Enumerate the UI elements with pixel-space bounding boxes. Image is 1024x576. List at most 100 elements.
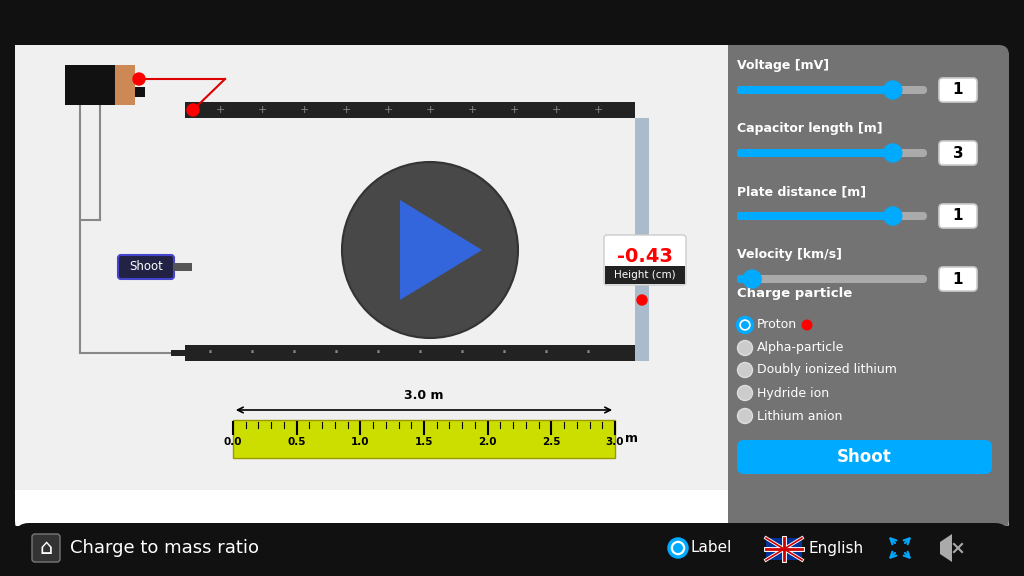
FancyBboxPatch shape xyxy=(15,523,1009,571)
Text: ·: · xyxy=(291,343,298,363)
FancyBboxPatch shape xyxy=(737,275,927,283)
Text: ·: · xyxy=(585,343,592,363)
Circle shape xyxy=(737,317,753,332)
Bar xyxy=(65,65,116,105)
FancyBboxPatch shape xyxy=(939,78,977,102)
Bar xyxy=(171,350,185,356)
Bar xyxy=(605,266,685,284)
Text: Height (cm): Height (cm) xyxy=(614,270,676,280)
Circle shape xyxy=(741,321,749,329)
Text: ·: · xyxy=(501,343,508,363)
Text: ·: · xyxy=(417,343,424,363)
Bar xyxy=(135,87,145,97)
Text: +: + xyxy=(509,105,519,115)
Text: -0.43: -0.43 xyxy=(617,248,673,267)
FancyBboxPatch shape xyxy=(32,534,60,562)
Bar xyxy=(174,263,193,271)
FancyBboxPatch shape xyxy=(15,45,1009,535)
Text: +: + xyxy=(215,105,224,115)
Text: English: English xyxy=(808,540,863,555)
FancyBboxPatch shape xyxy=(737,86,893,94)
FancyBboxPatch shape xyxy=(737,275,753,283)
Circle shape xyxy=(737,362,753,377)
Text: Voltage [mV]: Voltage [mV] xyxy=(737,59,829,72)
Circle shape xyxy=(737,408,753,423)
Circle shape xyxy=(802,320,812,331)
Circle shape xyxy=(133,73,145,85)
Text: 1.5: 1.5 xyxy=(415,437,433,447)
Text: ·: · xyxy=(459,343,466,363)
Text: Velocity [km/s]: Velocity [km/s] xyxy=(737,248,842,261)
Text: m: m xyxy=(625,433,638,445)
Text: ·: · xyxy=(543,343,550,363)
FancyBboxPatch shape xyxy=(737,212,927,220)
Circle shape xyxy=(884,81,902,99)
Circle shape xyxy=(737,340,753,355)
Text: +: + xyxy=(467,105,477,115)
Circle shape xyxy=(743,270,761,288)
Text: Alpha-particle: Alpha-particle xyxy=(757,342,845,354)
Circle shape xyxy=(884,207,902,225)
Circle shape xyxy=(669,539,687,557)
Text: Shoot: Shoot xyxy=(837,448,891,466)
Text: ·: · xyxy=(333,343,340,363)
Text: 1: 1 xyxy=(952,271,964,286)
Text: 1: 1 xyxy=(952,82,964,97)
Text: Lithium anion: Lithium anion xyxy=(757,410,843,423)
Bar xyxy=(635,118,649,361)
FancyBboxPatch shape xyxy=(737,86,927,94)
FancyBboxPatch shape xyxy=(737,440,992,474)
Bar xyxy=(15,526,1009,551)
Text: +: + xyxy=(593,105,603,115)
Text: Label: Label xyxy=(691,540,732,555)
Circle shape xyxy=(884,144,902,162)
Text: Hydride ion: Hydride ion xyxy=(757,386,829,400)
FancyBboxPatch shape xyxy=(737,149,893,157)
Text: 1: 1 xyxy=(952,209,964,223)
FancyBboxPatch shape xyxy=(728,45,1009,530)
Text: 3: 3 xyxy=(952,146,964,161)
Text: 3.0: 3.0 xyxy=(606,437,625,447)
Polygon shape xyxy=(400,200,482,300)
Text: ⌂: ⌂ xyxy=(39,538,52,558)
Polygon shape xyxy=(940,534,952,562)
Bar xyxy=(116,65,135,105)
Text: Charge particle: Charge particle xyxy=(737,287,852,300)
Text: ·: · xyxy=(207,343,213,363)
FancyBboxPatch shape xyxy=(604,235,686,285)
FancyBboxPatch shape xyxy=(939,204,977,228)
Text: +: + xyxy=(257,105,266,115)
FancyBboxPatch shape xyxy=(737,149,927,157)
Text: Proton: Proton xyxy=(757,319,797,332)
Text: +: + xyxy=(299,105,308,115)
Circle shape xyxy=(737,385,753,400)
FancyBboxPatch shape xyxy=(118,255,174,279)
Bar xyxy=(15,45,728,490)
FancyBboxPatch shape xyxy=(5,5,1019,571)
Text: +: + xyxy=(341,105,350,115)
FancyBboxPatch shape xyxy=(766,538,802,560)
Text: +: + xyxy=(383,105,392,115)
Bar xyxy=(940,542,948,554)
Text: Charge to mass ratio: Charge to mass ratio xyxy=(70,539,259,557)
Text: Shoot: Shoot xyxy=(129,260,163,274)
Text: ·: · xyxy=(249,343,256,363)
Text: Doubly ionized lithium: Doubly ionized lithium xyxy=(757,363,897,377)
Bar xyxy=(185,102,635,118)
Circle shape xyxy=(637,295,647,305)
Text: ·: · xyxy=(375,343,382,363)
Circle shape xyxy=(673,543,683,553)
Text: 2.5: 2.5 xyxy=(542,437,560,447)
Text: 1.0: 1.0 xyxy=(351,437,370,447)
Bar xyxy=(185,345,635,361)
Text: Capacitor length [m]: Capacitor length [m] xyxy=(737,122,883,135)
FancyBboxPatch shape xyxy=(939,267,977,291)
FancyBboxPatch shape xyxy=(939,141,977,165)
Bar xyxy=(728,45,748,530)
Bar xyxy=(233,420,615,458)
Text: +: + xyxy=(551,105,561,115)
Ellipse shape xyxy=(342,162,518,338)
Text: +: + xyxy=(425,105,434,115)
Circle shape xyxy=(187,104,199,116)
Text: 0.0: 0.0 xyxy=(224,437,243,447)
